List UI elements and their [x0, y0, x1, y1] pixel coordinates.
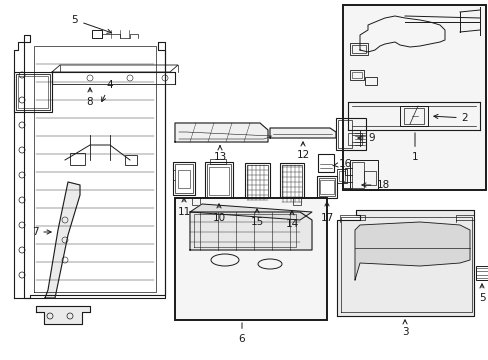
Polygon shape — [190, 212, 311, 250]
Bar — [16, 74, 50, 110]
Bar — [318, 178, 334, 196]
Text: 1: 1 — [411, 133, 417, 162]
Bar — [173, 162, 195, 195]
Bar — [175, 198, 326, 320]
Bar — [351, 45, 365, 53]
Text: 5: 5 — [478, 284, 484, 303]
Bar — [14, 72, 52, 112]
Bar — [337, 120, 351, 148]
Bar — [206, 164, 230, 198]
Text: 18: 18 — [361, 180, 389, 190]
Text: 4: 4 — [102, 80, 113, 102]
Bar — [175, 164, 193, 193]
Bar — [351, 162, 363, 188]
Bar — [364, 77, 376, 85]
Bar — [319, 180, 333, 194]
Polygon shape — [36, 306, 90, 324]
Text: 15: 15 — [250, 209, 263, 227]
Bar — [475, 266, 487, 280]
Text: 16: 16 — [332, 159, 351, 169]
Bar — [349, 43, 367, 55]
Bar — [316, 176, 336, 198]
Bar — [349, 70, 363, 80]
Bar — [342, 5, 485, 190]
Bar — [208, 167, 228, 195]
Polygon shape — [269, 128, 335, 138]
Bar — [349, 160, 377, 190]
Text: 3: 3 — [401, 320, 407, 337]
Bar — [351, 72, 361, 78]
Bar — [209, 159, 225, 164]
Bar — [246, 165, 267, 203]
Bar — [338, 171, 345, 181]
Text: 17: 17 — [320, 202, 333, 223]
Text: 11: 11 — [177, 198, 190, 217]
Text: 5: 5 — [72, 15, 111, 33]
Bar — [317, 154, 333, 172]
Bar — [335, 118, 365, 150]
Text: 7: 7 — [32, 227, 51, 237]
Text: 12: 12 — [296, 142, 309, 160]
Bar — [18, 76, 48, 108]
Bar — [204, 162, 232, 200]
Text: 6: 6 — [238, 323, 245, 344]
Bar — [292, 197, 301, 205]
Polygon shape — [336, 210, 473, 316]
Polygon shape — [175, 123, 267, 142]
Polygon shape — [354, 222, 469, 280]
Bar — [403, 108, 423, 124]
Text: 2: 2 — [433, 113, 468, 123]
Bar — [192, 197, 200, 205]
Polygon shape — [190, 204, 311, 220]
Text: 10: 10 — [212, 204, 225, 223]
Text: 9: 9 — [357, 133, 375, 143]
Text: 13: 13 — [213, 146, 226, 162]
Bar — [282, 165, 302, 205]
Polygon shape — [45, 182, 80, 298]
Bar — [363, 171, 375, 185]
Bar — [125, 155, 137, 165]
Bar — [244, 163, 269, 205]
Bar — [280, 163, 304, 207]
Bar — [178, 170, 190, 188]
Text: 14: 14 — [285, 211, 298, 229]
Text: 8: 8 — [86, 88, 93, 107]
Bar — [92, 30, 102, 38]
Bar — [336, 169, 346, 183]
Bar — [70, 153, 85, 165]
Bar — [347, 133, 361, 145]
Bar — [399, 106, 427, 126]
